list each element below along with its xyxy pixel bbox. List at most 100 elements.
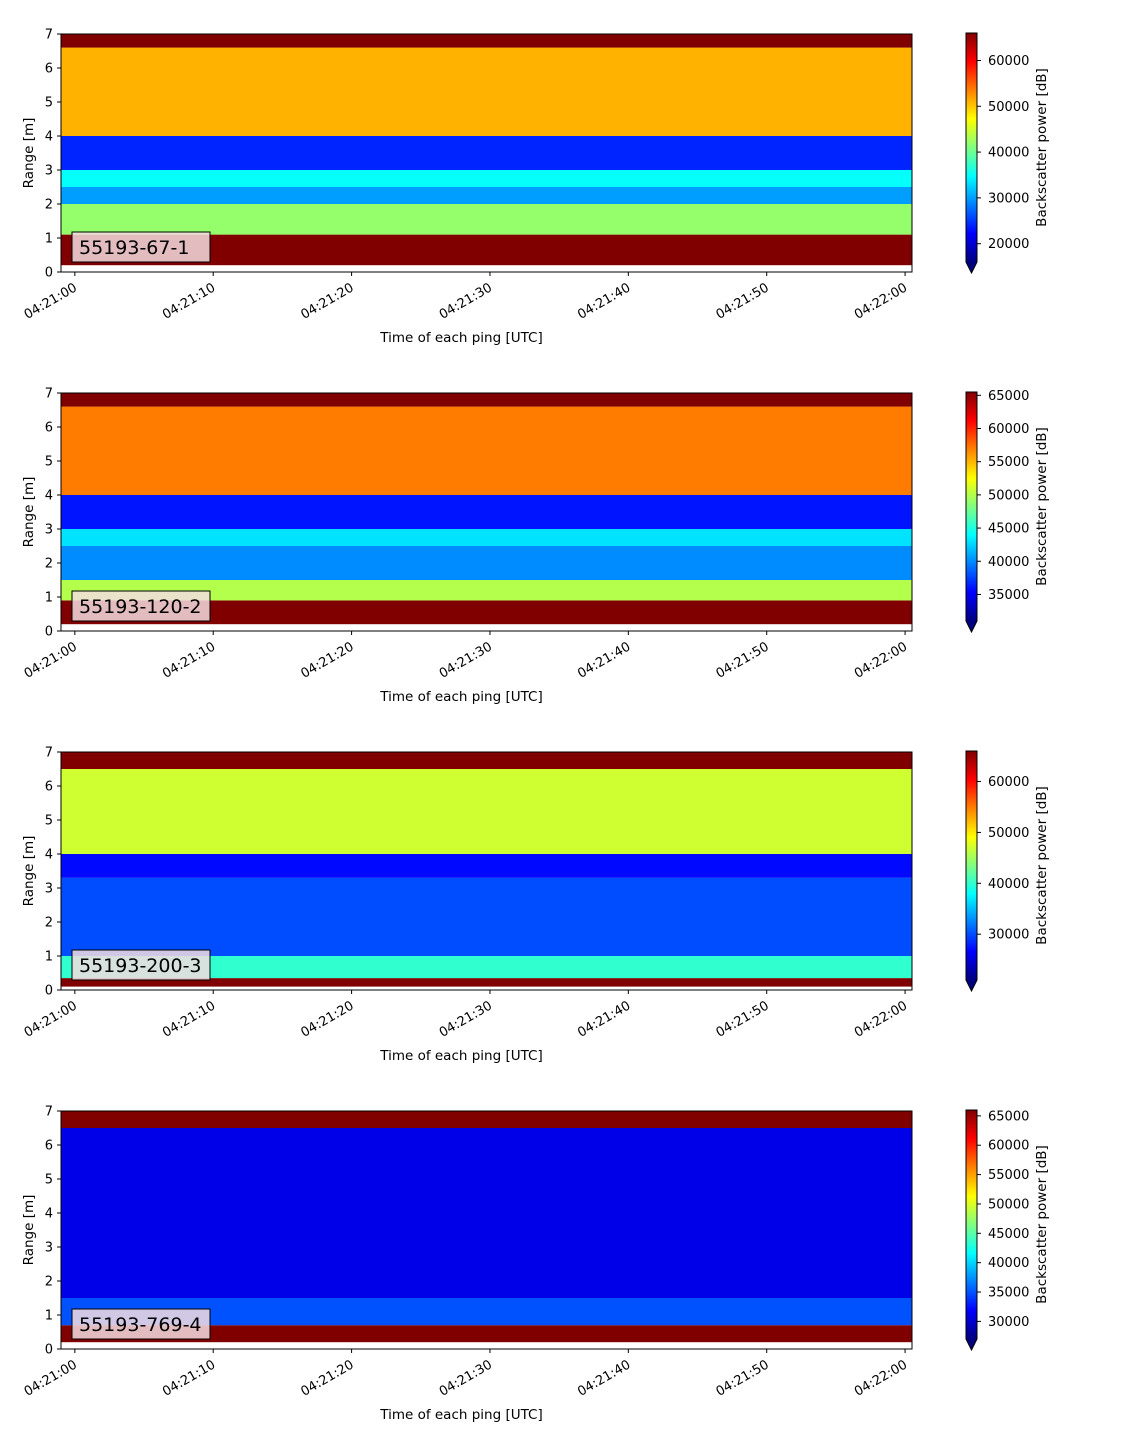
x-axis-label: Time of each ping [UTC] (379, 1407, 543, 1423)
heatmap-band (61, 1111, 912, 1128)
y-tick-label: 3 (45, 164, 53, 179)
heatmap-band (61, 204, 912, 235)
heatmap-band (61, 956, 912, 979)
y-tick-label: 3 (45, 882, 53, 897)
heatmap-band (61, 1128, 912, 1298)
y-tick-label: 0 (45, 266, 53, 281)
x-tick-label: 04:21:00 (22, 998, 80, 1040)
colorbar-tick-label: 65000 (988, 1109, 1029, 1124)
x-tick-label: 04:21:20 (299, 1357, 357, 1399)
heatmap-band (61, 406, 912, 495)
y-tick-label: 2 (45, 198, 53, 213)
y-tick-label: 6 (45, 62, 53, 77)
colorbar-extend-arrow (966, 1339, 977, 1350)
heatmap-band (61, 1325, 912, 1343)
panel-label: 55193-67-1 (79, 237, 189, 259)
y-tick-label: 2 (45, 557, 53, 572)
colorbar-tick-label: 40000 (988, 555, 1029, 570)
heatmap-band (61, 854, 912, 878)
colorbar-extend-arrow (966, 980, 977, 991)
colorbar-label: Backscatter power [dB] (1034, 68, 1050, 227)
x-tick-label: 04:21:30 (437, 639, 495, 681)
x-tick-label: 04:21:50 (714, 998, 772, 1040)
heatmap-band (61, 495, 912, 529)
x-tick-label: 04:21:10 (160, 1357, 218, 1399)
heatmap-band (61, 580, 912, 601)
colorbar-tick-label: 55000 (988, 1168, 1029, 1183)
x-tick-label: 04:21:50 (714, 639, 772, 681)
colorbar: 30000 35000 40000 45000 50000 55000 60000 65000… (965, 1109, 1050, 1352)
y-tick-label: 0 (45, 1343, 53, 1358)
colorbar-tick-label: 35000 (988, 1286, 1029, 1301)
x-axis-label: Time of each ping [UTC] (379, 1048, 543, 1064)
heatmap-band (61, 136, 912, 170)
y-axis-label: Range [m] (21, 477, 37, 548)
panel-label-box (71, 949, 211, 981)
y-tick-label: 1 (45, 950, 53, 965)
colorbar-outline (965, 32, 978, 275)
colorbar-tick-label: 30000 (988, 191, 1029, 206)
colorbar-tick-label: 50000 (988, 1197, 1029, 1212)
colorbar-tick-label: 50000 (988, 100, 1029, 115)
x-tick-label: 04:22:00 (852, 639, 910, 681)
colorbar-tick-label: 60000 (988, 1139, 1029, 1154)
axes-frame (60, 392, 913, 632)
panel-label: 55193-769-4 (79, 1314, 202, 1336)
panel-label-box (71, 590, 211, 622)
y-tick-label: 1 (45, 232, 53, 247)
x-tick-label: 04:21:10 (160, 998, 218, 1040)
colorbar-tick-label: 55000 (988, 455, 1029, 470)
colorbar-gradient (966, 392, 977, 621)
colorbar-tick-label: 30000 (988, 928, 1029, 943)
heatmap-band (61, 187, 912, 204)
x-tick-label: 04:21:10 (160, 639, 218, 681)
heatmap-band (61, 600, 912, 625)
colorbar-tick-label: 40000 (988, 146, 1029, 161)
y-tick-label: 5 (45, 96, 53, 111)
colorbar-label: Backscatter power [dB] (1034, 1145, 1050, 1304)
chart-panel-1: 0 1 2 3 4 5 6 7 04:21:00 04:21:10 04:21:20 04:21:30… (21, 28, 1050, 347)
y-tick-label: 6 (45, 1139, 53, 1154)
x-tick-label: 04:21:30 (437, 998, 495, 1040)
heatmap-band (61, 877, 912, 956)
heatmap-band (61, 393, 912, 407)
colorbar: 35000 40000 45000 50000 55000 60000 65000 Backs… (965, 389, 1050, 634)
colorbar: 30000 40000 50000 60000 Backscatter power [d… (965, 750, 1050, 993)
y-tick-label: 1 (45, 591, 53, 606)
heatmap-band (61, 529, 912, 546)
x-tick-label: 04:21:40 (575, 1357, 633, 1399)
x-tick-label: 04:21:20 (299, 280, 357, 322)
colorbar-extend-arrow (966, 262, 977, 273)
panel-label-box (71, 1308, 211, 1340)
y-tick-label: 2 (45, 916, 53, 931)
colorbar-tick-label: 30000 (988, 1315, 1029, 1330)
heatmap-band (61, 546, 912, 580)
x-axis-label: Time of each ping [UTC] (379, 330, 543, 346)
heatmap-band (61, 170, 912, 187)
colorbar-outline (965, 750, 978, 993)
y-tick-label: 3 (45, 523, 53, 538)
colorbar-tick-label: 40000 (988, 1256, 1029, 1271)
y-tick-label: 5 (45, 455, 53, 470)
colorbar-extend-arrow (966, 621, 977, 632)
axes-frame (60, 751, 913, 991)
colorbar-outline (965, 391, 978, 634)
y-tick-label: 7 (45, 387, 53, 402)
x-tick-label: 04:21:30 (437, 1357, 495, 1399)
x-tick-label: 04:21:30 (437, 280, 495, 322)
panel-label-box (71, 231, 211, 263)
chart-panel-3: 0 1 2 3 4 5 6 7 04:21:00 04:21:10 04:21:20 04:21:30… (21, 746, 1050, 1065)
y-tick-label: 5 (45, 1173, 53, 1188)
x-tick-label: 04:21:00 (22, 639, 80, 681)
colorbar-tick-label: 60000 (988, 54, 1029, 69)
y-tick-label: 7 (45, 746, 53, 761)
y-axis-label: Range [m] (21, 1195, 37, 1266)
x-tick-label: 04:22:00 (852, 1357, 910, 1399)
y-tick-label: 6 (45, 780, 53, 795)
x-tick-label: 04:21:10 (160, 280, 218, 322)
colorbar-tick-label: 20000 (988, 237, 1029, 252)
colorbar: 20000 30000 40000 50000 60000 Backscatter pow… (965, 32, 1050, 275)
y-tick-label: 1 (45, 1309, 53, 1324)
colorbar-outline (965, 1109, 978, 1352)
